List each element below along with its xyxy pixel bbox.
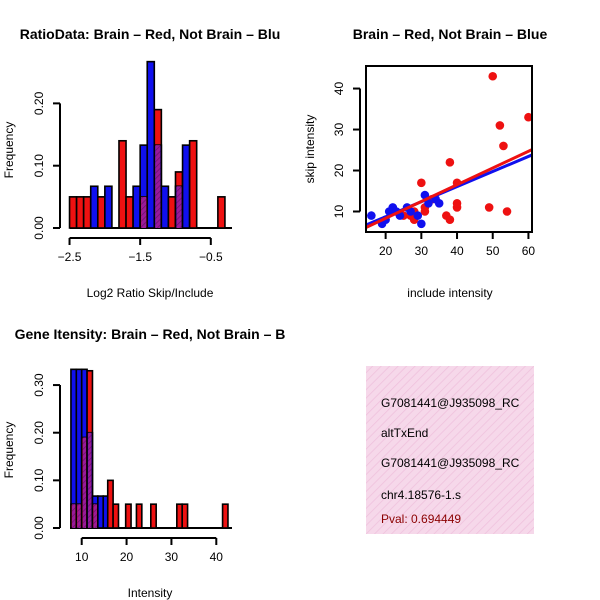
ratio-histogram-bar-overlap [176, 186, 182, 228]
ratio-histogram-bar-brain [125, 196, 134, 229]
gene-histogram-bar-brain [135, 503, 143, 529]
gene-histogram-bar-overlap [93, 504, 97, 528]
ratio-histogram-x-tick-label: −1.5 [128, 250, 152, 264]
scatter-point-brain [495, 121, 505, 130]
scatter-point-brain [499, 141, 508, 151]
scatter-x-tick-label: 60 [522, 244, 536, 258]
scatter-y-tick-label: 20 [332, 164, 346, 178]
gene-histogram-ylabel: Frequency [2, 422, 16, 479]
ratio-histogram-bar-brain [96, 196, 106, 229]
info-location: chr4.18576-1.s [381, 488, 461, 502]
ratio-histogram-bar-not-brain [181, 144, 191, 229]
info-panel-background [366, 366, 534, 534]
gene-histogram-bar-overlap [88, 432, 92, 528]
gene-histogram-bar-brain [149, 503, 157, 529]
gene-histogram-bar-overlap [71, 504, 76, 528]
info-event-type: altTxEnd [381, 426, 428, 440]
ratio-histogram-y-tick-label: 0.20 [32, 91, 46, 115]
info-gene-id: G7081441@J935098_RC [381, 456, 520, 470]
scatter-point-not-brain [367, 211, 376, 220]
ratio-histogram-bar-brain [118, 139, 127, 229]
gene-histogram-bar-overlap [82, 437, 87, 528]
gene-histogram-bar-brain [181, 503, 189, 529]
gene-intensity-histogram-panel: Gene Itensity: Brain – Red, Not Brain – … [2, 326, 285, 600]
scatter-fit-line-brain [365, 148, 533, 229]
gene-histogram-y-tick-label: 0.20 [32, 421, 46, 445]
gene-histogram-y-tick-label: 0.10 [32, 468, 46, 492]
scatter-point-brain [502, 207, 512, 216]
scatter-point-brain [484, 203, 494, 212]
scatter-point-brain [452, 199, 462, 208]
ratio-histogram-y-tick-label: 0.00 [32, 216, 46, 240]
gene-histogram-bar-brain [124, 503, 132, 529]
ratio-histogram-bar-not-brain [104, 185, 113, 229]
info-pvalue: Pval: 0.694449 [381, 512, 461, 526]
ratio-histogram-x-tick-label: −0.5 [199, 250, 223, 264]
info-panel: G7081441@J935098_RC altTxEnd G7081441@J9… [366, 366, 534, 534]
gene-histogram-x-tick-label: 10 [75, 550, 89, 564]
gene-histogram-bar-not-brain [97, 495, 105, 529]
gene-histogram-bar-brain [176, 503, 184, 529]
gene-histogram-xlabel: Intensity [128, 586, 173, 600]
ratio-histogram-bar-brain [217, 196, 226, 229]
gene-histogram-bar-brain [106, 479, 114, 529]
ratio-histogram-x-tick-label: −2.5 [58, 250, 82, 264]
intensity-scatter-panel: Brain – Red, Not Brain – Blue include in… [303, 26, 547, 300]
ratio-histogram-panel: RatioData: Brain – Red, Not Brain – Blu … [2, 26, 280, 300]
scatter-point-not-brain [434, 199, 444, 208]
gene-histogram-title: Gene Itensity: Brain – Red, Not Brain – … [15, 326, 286, 342]
ratio-histogram-bar-brain [68, 196, 78, 229]
ratio-histogram-bar-overlap [155, 145, 161, 228]
ratio-histogram-bar-brain [75, 196, 85, 229]
gene-histogram-x-tick-label: 30 [165, 550, 179, 564]
scatter-x-tick-label: 40 [450, 244, 464, 258]
info-event-id: G7081441@J935098_RC [381, 396, 520, 410]
scatter-x-tick-label: 50 [486, 244, 500, 258]
scatter-y-tick-label: 10 [332, 205, 346, 219]
ratio-histogram-bar-brain [82, 196, 92, 229]
ratio-histogram-bar-not-brain [146, 60, 156, 229]
scatter-point-brain [524, 112, 533, 122]
gene-histogram-x-tick-label: 40 [210, 550, 224, 564]
scatter-point-not-brain [417, 219, 426, 229]
ratio-histogram-ylabel: Frequency [2, 122, 16, 179]
ratio-histogram-bar-not-brain [132, 185, 141, 229]
ratio-histogram-bar-brain [167, 196, 177, 229]
scatter-title: Brain – Red, Not Brain – Blue [353, 26, 548, 42]
scatter-point-not-brain [406, 207, 415, 216]
ratio-histogram-bar-not-brain [160, 185, 170, 229]
scatter-point-brain [488, 71, 498, 81]
gene-histogram-y-tick-label: 0.30 [32, 373, 46, 397]
gene-histogram-y-tick-label: 0.00 [32, 516, 46, 540]
scatter-xlabel: include intensity [407, 286, 492, 300]
scatter-y-tick-label: 40 [332, 82, 346, 96]
scatter-point-not-brain [413, 211, 423, 220]
scatter-ylabel: skip intensity [303, 115, 317, 184]
scatter-point-brain [445, 158, 455, 167]
gene-histogram-bar-brain [112, 503, 120, 529]
gene-histogram-bar-brain [221, 503, 229, 529]
scatter-point-brain [417, 178, 426, 188]
gene-histogram-bar-overlap [77, 504, 81, 528]
gene-histogram-x-tick-label: 20 [120, 550, 134, 564]
ratio-histogram-bar-brain [188, 139, 198, 229]
ratio-histogram-title: RatioData: Brain – Red, Not Brain – Blu [20, 26, 281, 42]
scatter-point-brain [445, 215, 455, 225]
ratio-histogram-bar-not-brain [89, 185, 99, 229]
scatter-x-tick-label: 20 [379, 244, 393, 258]
scatter-x-tick-label: 30 [415, 244, 429, 258]
scatter-y-tick-label: 30 [332, 123, 346, 137]
ratio-histogram-y-tick-label: 0.10 [32, 154, 46, 178]
ratio-histogram-bar-overlap [141, 196, 147, 228]
ratio-histogram-xlabel: Log2 Ratio Skip/Include [87, 286, 214, 300]
